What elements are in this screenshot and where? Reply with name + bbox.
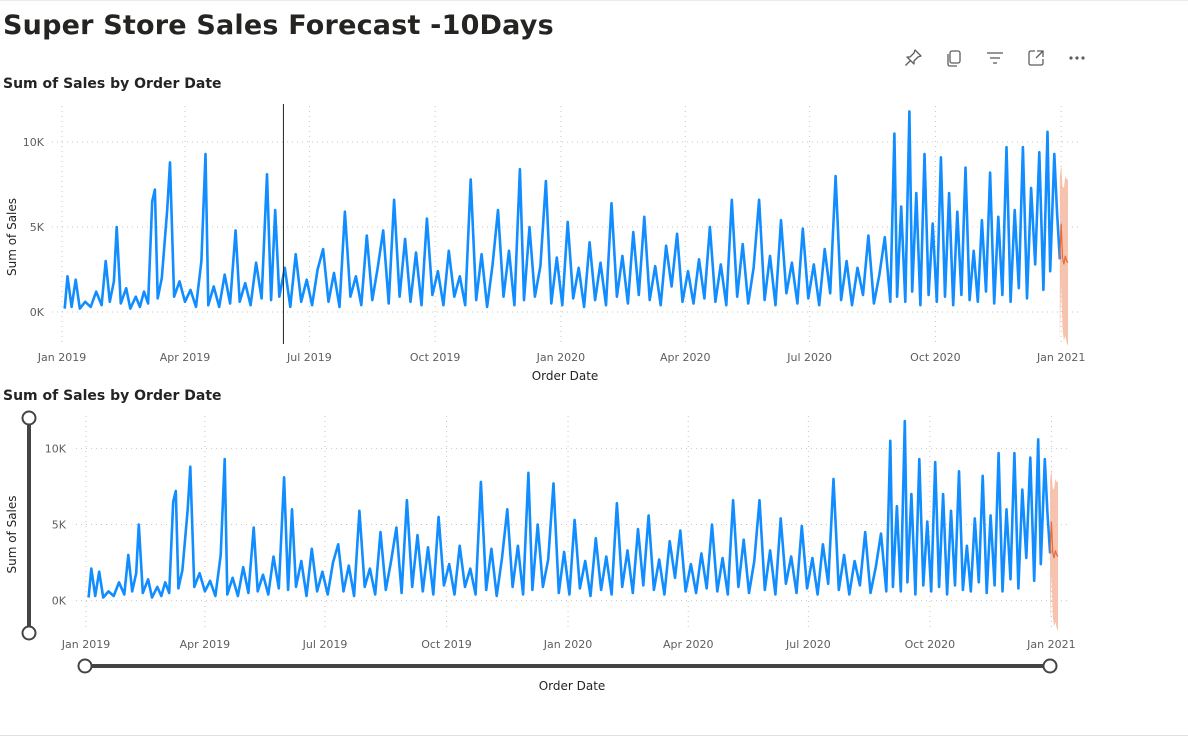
copy-visual-button[interactable] <box>938 44 970 72</box>
y-tick-label: 0K <box>52 595 67 608</box>
x-tick-label: Jul 2020 <box>785 638 831 651</box>
y-tick-label: 10K <box>45 442 67 455</box>
x-tick-label: Oct 2019 <box>421 638 472 651</box>
x-tick-label: Oct 2019 <box>410 351 461 364</box>
x-tick-label: Jan 2019 <box>61 638 110 651</box>
page-title: Super Store Sales Forecast -10Days <box>3 10 554 41</box>
y-zoom-slider[interactable] <box>21 410 37 641</box>
forecast-confidence-band <box>1059 164 1068 346</box>
x-tick-label: Jan 2020 <box>543 638 592 651</box>
x-axis-title: Order Date <box>539 679 606 693</box>
y-tick-label: 0K <box>30 306 45 319</box>
x-zoom-slider[interactable] <box>77 658 1058 674</box>
pin-icon <box>905 49 922 66</box>
y-tick-label: 5K <box>52 519 67 532</box>
x-tick-label: Jul 2020 <box>786 351 832 364</box>
plot-area: 0K 5K 10K Jan 2019 Apr 2019 Jul 2019 Oct 2019 J… <box>5 104 1085 383</box>
chart-title-bottom: Sum of Sales by Order Date <box>3 388 222 404</box>
x-tick-label: Apr 2019 <box>180 638 231 651</box>
more-options-icon <box>1069 56 1085 60</box>
focus-mode-icon <box>1028 50 1044 66</box>
x-axis-title: Order Date <box>532 369 599 383</box>
y-zoom-handle-bottom[interactable] <box>21 625 37 641</box>
x-tick-label: Apr 2020 <box>663 638 714 651</box>
more-options-button[interactable] <box>1061 44 1093 72</box>
x-tick-label: Jan 2021 <box>1036 351 1085 364</box>
pin-visual-button[interactable] <box>897 44 929 72</box>
y-axis-title: Sum of Sales <box>5 495 19 573</box>
x-zoom-handle-right[interactable] <box>1042 658 1058 674</box>
copy-icon <box>947 50 961 67</box>
x-tick-label: Jul 2019 <box>302 638 348 651</box>
x-tick-label: Oct 2020 <box>910 351 961 364</box>
x-tick-label: Jan 2019 <box>37 351 86 364</box>
y-axis-title: Sum of Sales <box>5 198 19 276</box>
top-border <box>0 0 1188 1</box>
sales-series-line <box>87 419 1052 599</box>
x-tick-label: Jul 2019 <box>286 351 332 364</box>
x-zoom-handle-left[interactable] <box>77 658 93 674</box>
forecast-confidence-band <box>1050 468 1058 631</box>
plot-area: 0K 5K 10K Jan 2019 Apr 2019 Jul 2019 Oct 2019 J… <box>5 416 1076 693</box>
y-tick-label: 10K <box>23 136 45 149</box>
x-tick-label: Apr 2020 <box>660 351 711 364</box>
x-tick-label: Jan 2020 <box>536 351 585 364</box>
visual-header <box>897 44 1093 72</box>
chart-title-top: Sum of Sales by Order Date <box>3 76 222 92</box>
x-tick-label: Apr 2019 <box>160 351 211 364</box>
y-tick-label: 5K <box>30 221 45 234</box>
x-tick-label: Jan 2021 <box>1026 638 1075 651</box>
x-tick-label: Oct 2020 <box>905 638 956 651</box>
focus-mode-button[interactable] <box>1020 44 1052 72</box>
y-zoom-handle-top[interactable] <box>21 410 37 426</box>
forecast-series-line <box>1049 521 1059 559</box>
filter-icon <box>987 52 1003 64</box>
filter-button[interactable] <box>979 44 1011 72</box>
